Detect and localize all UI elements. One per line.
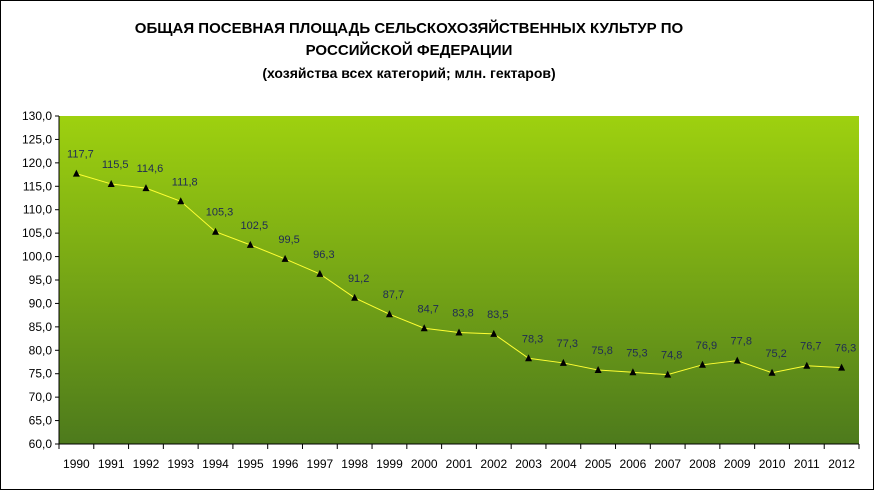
data-label: 83,8	[452, 307, 473, 319]
y-tick-label: 95,0	[29, 273, 53, 287]
data-point-marker	[490, 329, 498, 337]
x-tick-label: 2012	[828, 457, 855, 471]
data-label: 105,3	[206, 207, 234, 219]
chart-title-line1: ОБЩАЯ ПОСЕВНАЯ ПЛОЩАДЬ СЕЛЬСКОХОЗЯЙСТВЕН…	[134, 20, 684, 37]
x-tick-label: 1998	[341, 457, 368, 471]
data-point-marker	[385, 310, 393, 318]
chart-subtitle: (хозяйства всех категорий; млн. гектаров…	[262, 65, 556, 81]
data-label: 99,5	[278, 234, 299, 246]
data-point-marker	[838, 363, 846, 371]
x-tick-label: 2005	[585, 457, 612, 471]
x-tick-label: 1992	[133, 457, 160, 471]
x-tick-label: 1994	[202, 457, 229, 471]
y-tick-label: 115,0	[23, 179, 52, 193]
data-point-marker	[664, 370, 672, 378]
axes: 130,0 125,0 120,0 115,0 110,0 105,0 100,0 95,0 9…	[22, 109, 860, 471]
data-label: 77,8	[731, 336, 752, 348]
data-label: 83,5	[487, 309, 508, 321]
data-label: 77,3	[557, 338, 578, 350]
y-tick-label: 100,0	[22, 250, 52, 264]
data-label: 91,2	[348, 273, 369, 285]
data-point-marker	[803, 361, 811, 369]
data-label: 76,9	[696, 340, 717, 352]
data-label: 115,5	[102, 159, 129, 171]
x-tick-label: 1993	[167, 457, 194, 471]
y-tick-label: 125,0	[22, 132, 52, 146]
data-point-marker	[212, 227, 220, 235]
data-label: 87,7	[383, 289, 404, 301]
y-tick-label: 65,0	[29, 414, 53, 428]
y-tick-label: 75,0	[29, 367, 53, 381]
data-label: 75,3	[626, 347, 647, 359]
data-point-marker	[455, 328, 463, 336]
data-point-marker	[72, 169, 80, 177]
x-tick-label: 1996	[272, 457, 299, 471]
data-point-marker	[246, 240, 254, 248]
x-tick-label: 1991	[98, 457, 125, 471]
data-label: 76,3	[835, 343, 856, 355]
data-point-marker	[316, 269, 324, 277]
series-group: 117,7 115,5 114,6 111,8 105,3 102,5 99,5 96,3 91…	[67, 149, 856, 378]
y-tick-label: 60,0	[29, 437, 53, 451]
data-point-marker	[733, 356, 741, 364]
data-point-marker	[594, 365, 602, 373]
x-tick-label: 2003	[515, 457, 542, 471]
data-point-marker	[351, 293, 359, 301]
y-tick-label: 105,0	[22, 226, 52, 240]
data-label: 74,8	[661, 350, 682, 362]
y-tick-label: 120,0	[22, 156, 52, 170]
data-label: 114,6	[137, 163, 164, 175]
y-tick-label: 130,0	[22, 109, 52, 123]
data-point-marker	[281, 254, 289, 262]
y-tick-label: 110,0	[23, 203, 52, 217]
x-tick-label: 2000	[411, 457, 438, 471]
data-label: 111,8	[172, 176, 198, 188]
x-tick-label: 2011	[794, 457, 820, 471]
x-tick-label: 1990	[63, 457, 90, 471]
data-point-marker	[768, 368, 776, 376]
x-tick-label: 1999	[376, 457, 403, 471]
chart-title-block: ОБЩАЯ ПОСЕВНАЯ ПЛОЩАДЬ СЕЛЬСКОХОЗЯЙСТВЕН…	[0, 18, 818, 84]
data-label: 102,5	[241, 220, 269, 232]
x-tick-label: 1995	[237, 457, 264, 471]
x-tick-label: 2006	[620, 457, 647, 471]
y-tick-label: 70,0	[29, 390, 53, 404]
data-label: 76,7	[800, 341, 821, 353]
data-point-marker	[698, 360, 706, 368]
plot-area	[59, 116, 859, 444]
x-tick-label: 2010	[759, 457, 786, 471]
data-label: 78,3	[522, 333, 543, 345]
data-point-marker	[107, 179, 115, 187]
x-tick-label: 2001	[446, 457, 473, 471]
data-point-marker	[420, 324, 428, 332]
x-tick-label: 2007	[654, 457, 681, 471]
data-label: 75,8	[591, 345, 612, 357]
data-point-marker	[559, 358, 567, 366]
x-tick-label: 1997	[307, 457, 334, 471]
x-tick-label: 2008	[689, 457, 716, 471]
y-tick-label: 80,0	[29, 343, 53, 357]
data-point-marker	[177, 197, 185, 205]
x-tick-label: 2002	[480, 457, 507, 471]
y-tick-label: 90,0	[29, 296, 53, 310]
data-point-marker	[142, 184, 150, 192]
data-point-marker	[629, 368, 637, 376]
chart-title-line2: РОССИЙСКОЙ ФЕДЕРАЦИИ	[305, 42, 513, 59]
y-tick-label: 85,0	[29, 320, 53, 334]
data-label: 96,3	[313, 249, 334, 261]
x-tick-label: 2009	[724, 457, 751, 471]
data-label: 117,7	[67, 149, 94, 161]
data-label: 84,7	[418, 303, 439, 315]
x-tick-label: 2004	[550, 457, 577, 471]
data-point-marker	[525, 354, 533, 362]
data-label: 75,2	[765, 348, 786, 360]
